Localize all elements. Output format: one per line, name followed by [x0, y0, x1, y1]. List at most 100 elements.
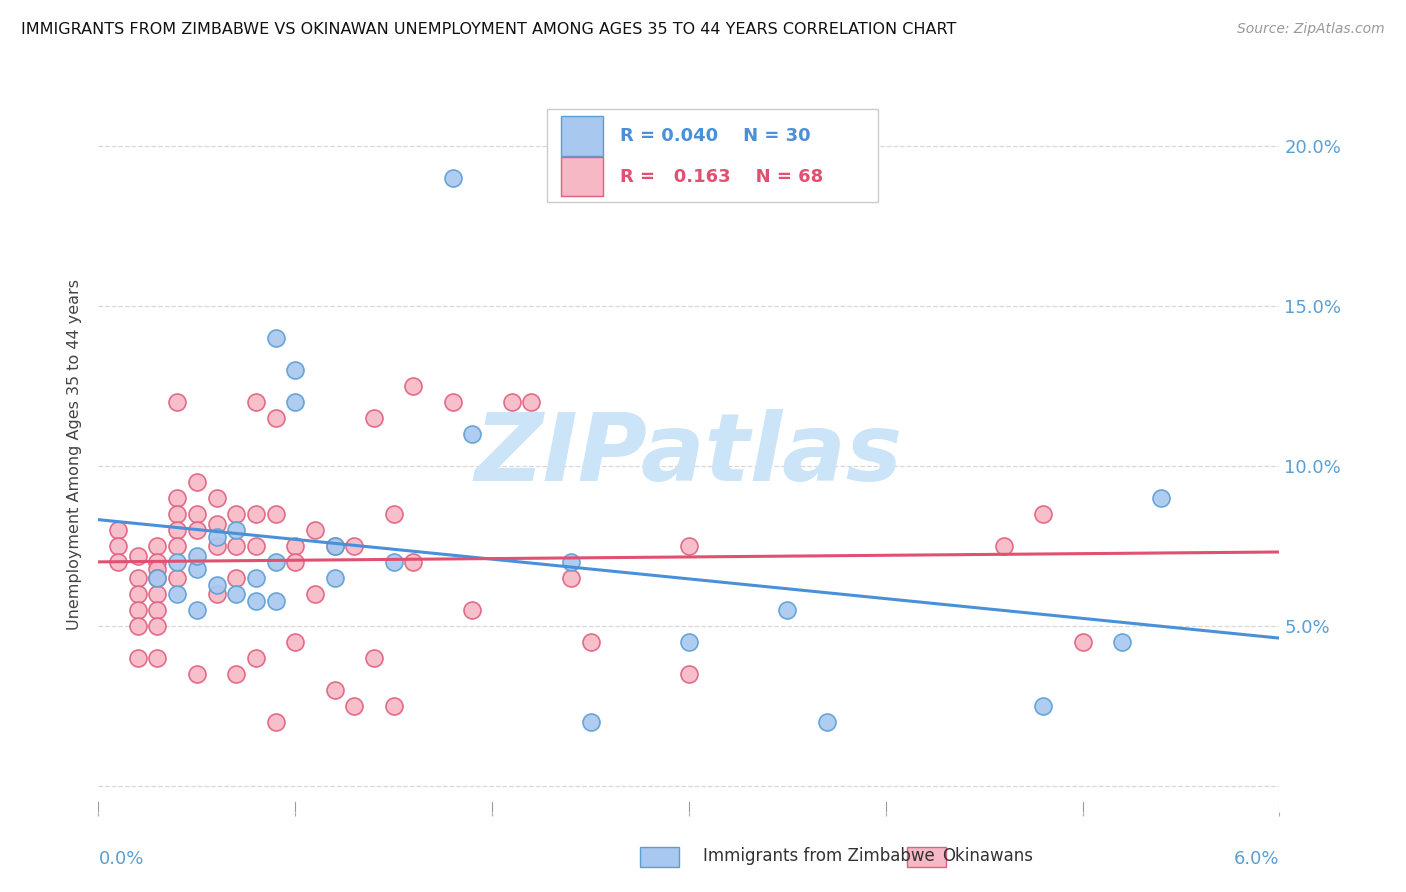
- Point: [107, 523, 129, 537]
- Point: [678, 539, 700, 553]
- Point: [579, 635, 602, 649]
- Point: [107, 555, 129, 569]
- Point: [461, 603, 484, 617]
- Point: [146, 571, 169, 585]
- Point: [205, 529, 228, 543]
- Point: [245, 507, 267, 521]
- Point: [264, 411, 287, 425]
- Text: Source: ZipAtlas.com: Source: ZipAtlas.com: [1237, 22, 1385, 37]
- Point: [186, 603, 208, 617]
- Point: [166, 555, 188, 569]
- Y-axis label: Unemployment Among Ages 35 to 44 years: Unemployment Among Ages 35 to 44 years: [67, 279, 83, 631]
- Point: [284, 395, 307, 409]
- Point: [363, 411, 385, 425]
- Bar: [561, 116, 603, 155]
- Point: [579, 715, 602, 730]
- Point: [146, 539, 169, 553]
- Point: [402, 555, 425, 569]
- Point: [520, 395, 543, 409]
- Point: [146, 587, 169, 601]
- Point: [323, 539, 346, 553]
- Point: [461, 427, 484, 442]
- Point: [560, 555, 582, 569]
- Point: [1032, 507, 1054, 521]
- Point: [127, 619, 149, 633]
- Point: [166, 587, 188, 601]
- Point: [264, 555, 287, 569]
- Text: ZIPatlas: ZIPatlas: [475, 409, 903, 501]
- Point: [166, 523, 188, 537]
- Point: [284, 635, 307, 649]
- Text: R =   0.163    N = 68: R = 0.163 N = 68: [620, 168, 824, 186]
- Point: [186, 507, 208, 521]
- Point: [225, 667, 247, 681]
- Point: [501, 395, 523, 409]
- Point: [264, 507, 287, 521]
- Point: [146, 651, 169, 665]
- Point: [815, 715, 838, 730]
- Point: [146, 603, 169, 617]
- Point: [166, 539, 188, 553]
- Point: [560, 571, 582, 585]
- Point: [166, 395, 188, 409]
- Point: [186, 561, 208, 575]
- Point: [304, 587, 326, 601]
- Point: [678, 635, 700, 649]
- Point: [166, 507, 188, 521]
- Point: [186, 475, 208, 489]
- Point: [284, 555, 307, 569]
- Point: [1032, 699, 1054, 714]
- Point: [127, 587, 149, 601]
- Point: [186, 549, 208, 563]
- Text: IMMIGRANTS FROM ZIMBABWE VS OKINAWAN UNEMPLOYMENT AMONG AGES 35 TO 44 YEARS CORR: IMMIGRANTS FROM ZIMBABWE VS OKINAWAN UNE…: [21, 22, 956, 37]
- Point: [264, 331, 287, 345]
- Point: [402, 379, 425, 393]
- Point: [146, 571, 169, 585]
- Point: [245, 571, 267, 585]
- Point: [205, 577, 228, 591]
- Point: [441, 171, 464, 186]
- Point: [225, 539, 247, 553]
- Text: Okinawans: Okinawans: [942, 847, 1033, 865]
- Point: [245, 539, 267, 553]
- Point: [245, 593, 267, 607]
- Point: [1071, 635, 1094, 649]
- Point: [225, 571, 247, 585]
- Point: [166, 491, 188, 505]
- Point: [323, 539, 346, 553]
- Point: [1111, 635, 1133, 649]
- Point: [284, 363, 307, 377]
- Point: [441, 395, 464, 409]
- Point: [205, 587, 228, 601]
- Point: [304, 523, 326, 537]
- Point: [186, 667, 208, 681]
- Point: [343, 699, 366, 714]
- Point: [382, 699, 405, 714]
- Point: [205, 491, 228, 505]
- Text: R = 0.040    N = 30: R = 0.040 N = 30: [620, 127, 811, 145]
- Point: [225, 507, 247, 521]
- Point: [107, 539, 129, 553]
- Point: [264, 715, 287, 730]
- Point: [245, 395, 267, 409]
- Point: [382, 507, 405, 521]
- Bar: [561, 157, 603, 196]
- Text: 6.0%: 6.0%: [1234, 850, 1279, 868]
- Point: [776, 603, 799, 617]
- Point: [284, 539, 307, 553]
- Point: [323, 683, 346, 698]
- Point: [127, 651, 149, 665]
- Point: [205, 516, 228, 531]
- Point: [166, 571, 188, 585]
- Point: [127, 571, 149, 585]
- Point: [186, 523, 208, 537]
- Point: [678, 667, 700, 681]
- Point: [146, 619, 169, 633]
- Point: [245, 651, 267, 665]
- Text: Immigrants from Zimbabwe: Immigrants from Zimbabwe: [703, 847, 935, 865]
- Point: [264, 593, 287, 607]
- Point: [225, 523, 247, 537]
- Point: [127, 549, 149, 563]
- Point: [205, 539, 228, 553]
- Point: [343, 539, 366, 553]
